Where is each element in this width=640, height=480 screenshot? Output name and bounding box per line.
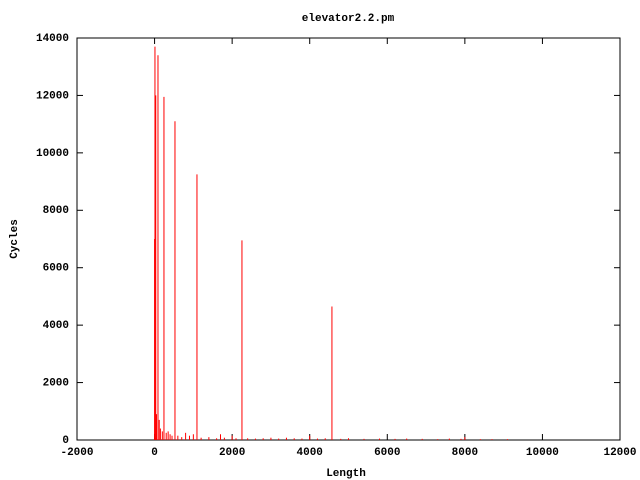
x-tick-label: -2000 — [60, 447, 93, 459]
y-tick-label: 12000 — [36, 90, 69, 102]
x-tick-label: 12000 — [603, 447, 636, 459]
chart-title: elevator2.2.pm — [302, 13, 395, 25]
x-tick-label: 6000 — [374, 447, 400, 459]
x-tick-label: 0 — [151, 447, 158, 459]
y-tick-label: 8000 — [43, 205, 69, 217]
y-tick-label: 10000 — [36, 148, 69, 160]
y-tick-label: 4000 — [43, 320, 69, 332]
x-tick-label: 2000 — [219, 447, 245, 459]
y-tick-label: 14000 — [36, 33, 69, 45]
y-tick-label: 6000 — [43, 263, 69, 275]
x-tick-label: 8000 — [452, 447, 478, 459]
x-axis-label: Length — [326, 468, 366, 480]
y-tick-label: 0 — [62, 435, 69, 447]
x-tick-label: 4000 — [297, 447, 323, 459]
x-tick-label: 10000 — [526, 447, 559, 459]
y-tick-label: 2000 — [43, 377, 69, 389]
y-axis-label: Cycles — [9, 219, 21, 259]
